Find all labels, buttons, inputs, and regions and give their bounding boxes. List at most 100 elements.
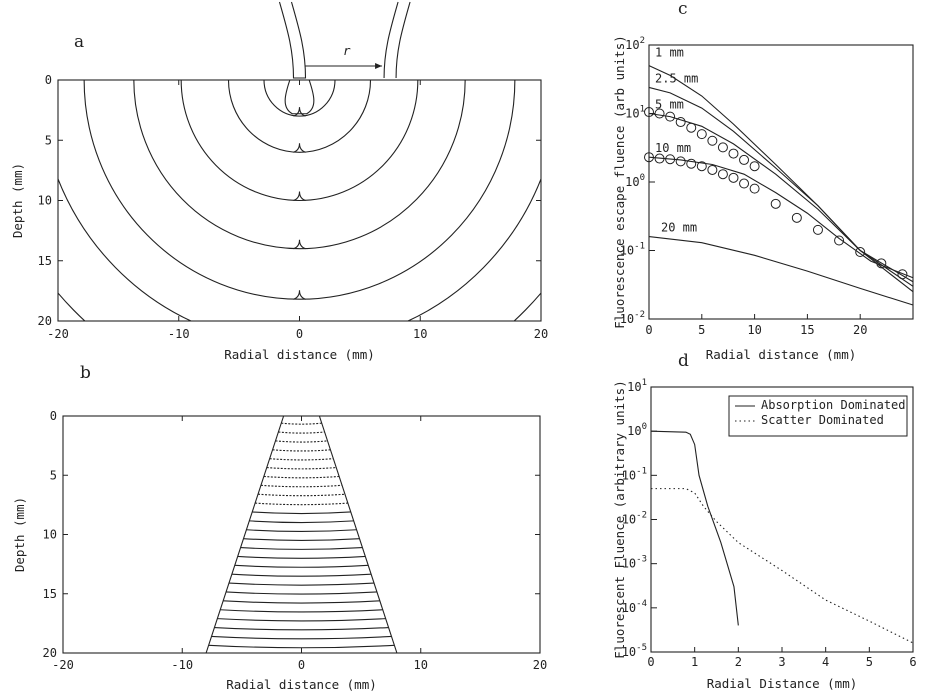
panel-d-fluence-plot: 0 1 2 3 4 5 6 10-5 10-4 10-3 10-2 10-1 100 101 Radial … bbox=[612, 378, 917, 691]
y-tick-label: 20 bbox=[38, 314, 52, 328]
cone-stripe bbox=[223, 600, 380, 604]
data-marker bbox=[812, 224, 823, 235]
data-marker bbox=[707, 164, 718, 175]
y-tick-label: 20 bbox=[43, 646, 57, 660]
data-marker bbox=[686, 122, 697, 133]
cone-stripe bbox=[278, 431, 325, 434]
cone-edge-left bbox=[205, 415, 285, 654]
cone-stripe bbox=[281, 422, 322, 425]
contour-cusp bbox=[293, 143, 306, 153]
cone-stripe bbox=[208, 644, 395, 649]
contour-line bbox=[180, 80, 419, 202]
x-tick-label: 4 bbox=[822, 655, 829, 669]
y-tick-label: 10 bbox=[43, 528, 57, 542]
cone-stripe bbox=[220, 609, 383, 613]
y-tick-label: 10 bbox=[38, 194, 52, 208]
series-line bbox=[648, 86, 914, 287]
data-marker bbox=[665, 111, 676, 122]
legend-label: Scatter Dominated bbox=[761, 413, 884, 427]
data-marker bbox=[855, 247, 866, 258]
y-axis-label: Fluorescence escape fluence (arb units) bbox=[612, 35, 627, 329]
x-tick-label: 5 bbox=[698, 323, 705, 337]
series-line bbox=[648, 156, 914, 279]
panel-a-contour-plot: -20 -10 0 10 20 0 5 10 15 20 Radial distance (mm) D… bbox=[10, 1, 548, 362]
plot-frame bbox=[648, 44, 914, 320]
panel-letter-d: d bbox=[678, 351, 689, 371]
series-label: 10 mm bbox=[655, 141, 691, 155]
plot-frame bbox=[62, 415, 541, 654]
contour-core bbox=[284, 80, 315, 115]
x-axis-label: Radial distance (mm) bbox=[226, 677, 377, 692]
cone-stripe bbox=[255, 502, 348, 506]
data-marker bbox=[644, 107, 654, 118]
y-tick-label: 5 bbox=[45, 133, 52, 147]
x-tick-label: 0 bbox=[645, 323, 652, 337]
data-marker bbox=[739, 154, 750, 165]
data-marker bbox=[654, 153, 665, 164]
data-marker bbox=[665, 154, 676, 165]
contour-cusp bbox=[293, 107, 306, 117]
data-marker bbox=[654, 108, 665, 119]
y-tick-label: 10-1 bbox=[620, 242, 645, 258]
source-fiber bbox=[278, 1, 307, 79]
cone-stripe bbox=[228, 582, 375, 586]
data-marker bbox=[686, 158, 697, 169]
y-tick-label: 101 bbox=[627, 378, 647, 394]
legend-box bbox=[728, 395, 908, 437]
x-tick-label: -20 bbox=[47, 327, 69, 341]
series-label: 20 mm bbox=[661, 221, 697, 235]
cone-stripe bbox=[272, 449, 331, 452]
y-tick-label: 10-4 bbox=[622, 599, 647, 615]
data-marker bbox=[749, 183, 760, 194]
cone-stripe bbox=[249, 520, 354, 524]
y-tick-label: 10-5 bbox=[622, 643, 647, 659]
x-tick-label: 10 bbox=[413, 327, 427, 341]
data-marker bbox=[739, 178, 750, 189]
x-axis-label: Radial distance (mm) bbox=[706, 347, 857, 362]
data-marker bbox=[728, 172, 739, 183]
cone-stripe bbox=[257, 493, 346, 497]
data-marker bbox=[791, 212, 802, 223]
y-tick-label: 10-1 bbox=[622, 466, 647, 482]
x-tick-label: 20 bbox=[534, 327, 548, 341]
data-marker bbox=[834, 235, 845, 246]
y-tick-label: 0 bbox=[45, 73, 52, 87]
data-marker bbox=[707, 135, 718, 146]
contour-line bbox=[227, 80, 372, 153]
y-axis-label: Fluorescent Fluence (arbitrary units) bbox=[612, 380, 627, 658]
y-axis-label: Depth (mm) bbox=[10, 163, 25, 238]
arrow-head bbox=[375, 63, 383, 69]
contour-group bbox=[58, 80, 541, 321]
contour-line bbox=[58, 177, 541, 321]
cone-stripe bbox=[234, 564, 369, 568]
cone-stripe bbox=[237, 555, 366, 559]
y-tick-label: 102 bbox=[625, 36, 645, 52]
x-tick-label: 6 bbox=[909, 655, 916, 669]
cone-stripe bbox=[252, 511, 351, 515]
data-marker bbox=[717, 142, 728, 153]
x-tick-label: 5 bbox=[866, 655, 873, 669]
data-marker bbox=[675, 117, 686, 128]
data-marker bbox=[876, 258, 887, 269]
contour-line bbox=[263, 80, 336, 117]
cone-stripe bbox=[266, 466, 337, 470]
data-marker bbox=[644, 152, 654, 163]
x-tick-label: 15 bbox=[800, 323, 814, 337]
cone-edge-right bbox=[318, 415, 398, 654]
cone-stripe bbox=[260, 484, 343, 488]
panel-b-cone-plot: -20 -10 0 10 20 0 5 10 15 20 Radial distance (mm) D… bbox=[12, 409, 547, 692]
series-label: 5 mm bbox=[655, 98, 684, 112]
series-label: 1 mm bbox=[655, 46, 684, 60]
data-marker bbox=[717, 169, 728, 180]
x-tick-label: 20 bbox=[533, 658, 547, 672]
y-tick-label: 10-2 bbox=[622, 511, 647, 527]
series-label: 2.5 mm bbox=[655, 71, 698, 85]
y-tick-label: 5 bbox=[50, 468, 57, 482]
series-line bbox=[648, 235, 914, 306]
y-axis-label: Depth (mm) bbox=[12, 497, 27, 572]
data-marker bbox=[770, 198, 781, 209]
y-tick-label: 15 bbox=[43, 587, 57, 601]
cone-stripe bbox=[246, 529, 357, 533]
cone-stripe bbox=[226, 591, 377, 595]
